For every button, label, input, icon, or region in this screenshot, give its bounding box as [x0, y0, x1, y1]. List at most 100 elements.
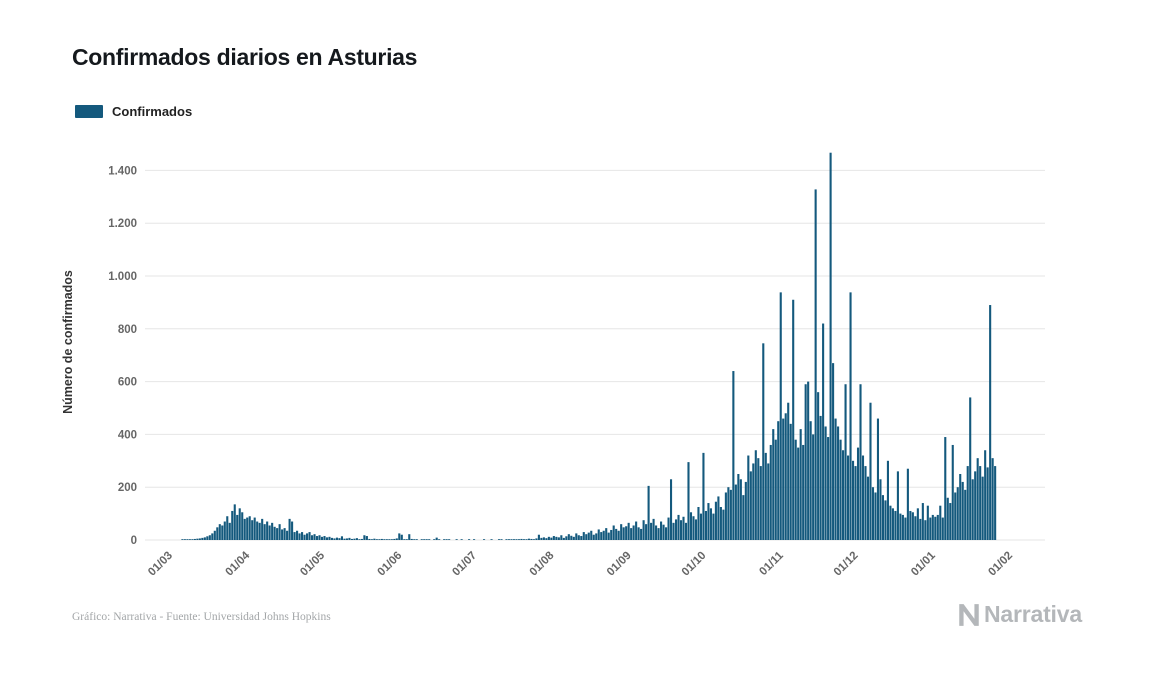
bar: [193, 538, 196, 540]
bar: [894, 510, 897, 540]
bar: [325, 537, 329, 540]
bar: [889, 505, 892, 540]
bar: [874, 492, 877, 540]
bar: [196, 538, 199, 540]
bar: [896, 471, 899, 540]
legend[interactable]: Confirmados: [75, 104, 192, 119]
bar: [425, 539, 428, 540]
y-tick-label: 600: [118, 377, 137, 389]
bar: [266, 521, 269, 540]
bar: [934, 516, 937, 540]
bar: [871, 487, 875, 540]
bar: [400, 534, 403, 540]
bar: [363, 535, 366, 540]
bar: [388, 539, 391, 540]
bar: [256, 521, 259, 540]
bar: [208, 535, 211, 540]
bar: [914, 516, 917, 540]
legend-swatch: [75, 105, 103, 118]
bar: [238, 508, 241, 540]
bar: [966, 466, 969, 540]
bar: [350, 538, 353, 540]
bar: [497, 539, 501, 540]
bar: [385, 539, 388, 540]
bar: [759, 466, 762, 540]
bar: [684, 522, 688, 540]
bar: [669, 479, 673, 540]
bar: [849, 292, 852, 540]
bar: [672, 522, 675, 540]
bar: [443, 539, 446, 540]
bar: [243, 518, 246, 540]
page-title: Confirmados diarios en Asturias: [72, 44, 418, 70]
bar: [707, 503, 710, 540]
bar: [241, 512, 244, 540]
bar: [340, 536, 344, 540]
bar: [383, 539, 386, 540]
bar: [198, 538, 201, 540]
bar: [213, 530, 216, 540]
bar: [328, 536, 331, 540]
bar: [757, 458, 760, 540]
legend-label: Confirmados: [112, 104, 193, 119]
bar: [283, 528, 286, 540]
bar: [991, 458, 994, 540]
bar: [674, 519, 678, 540]
bar: [348, 537, 351, 540]
bar: [246, 517, 249, 540]
bar: [784, 413, 787, 540]
bar: [288, 518, 291, 540]
bar: [824, 426, 827, 540]
bar: [739, 479, 742, 540]
bar: [866, 476, 870, 540]
bar: [941, 517, 944, 540]
bar: [597, 529, 600, 540]
bar: [732, 371, 735, 540]
bar: [435, 537, 438, 540]
bar: [642, 520, 645, 540]
bar: [697, 507, 700, 540]
bar: [515, 539, 518, 540]
bar: [572, 536, 575, 540]
bar: [635, 521, 638, 540]
bar: [734, 484, 737, 540]
bar: [228, 522, 231, 540]
bar: [507, 539, 511, 540]
brand-logo: Narrativa: [956, 601, 1082, 628]
bar: [749, 471, 752, 540]
bar: [191, 539, 194, 540]
bar: [428, 539, 431, 540]
bar: [827, 437, 830, 540]
bar: [308, 532, 311, 540]
bar: [799, 429, 802, 540]
bar: [959, 474, 962, 540]
bar: [727, 487, 730, 540]
bar: [879, 479, 882, 540]
bar: [355, 538, 358, 540]
bar: [445, 539, 448, 540]
bar: [408, 534, 411, 540]
bar: [994, 466, 997, 540]
bar: [692, 516, 695, 540]
bar: [744, 481, 747, 540]
bar: [809, 421, 812, 540]
bar: [258, 522, 261, 540]
bar: [986, 467, 989, 540]
bar: [797, 447, 800, 540]
bar: [181, 539, 184, 540]
bar: [378, 539, 381, 540]
bar: [585, 534, 588, 540]
bar: [218, 524, 221, 540]
bar: [762, 343, 765, 540]
x-tick-label: 01/11: [757, 549, 786, 578]
bar: [774, 439, 777, 540]
bar: [899, 513, 902, 540]
bar: [677, 514, 680, 540]
bar: [782, 418, 785, 540]
bar: [565, 536, 568, 540]
bar: [802, 444, 805, 540]
bar: [423, 539, 426, 540]
bar: [390, 539, 393, 540]
bar: [557, 537, 560, 540]
bar: [555, 536, 558, 540]
